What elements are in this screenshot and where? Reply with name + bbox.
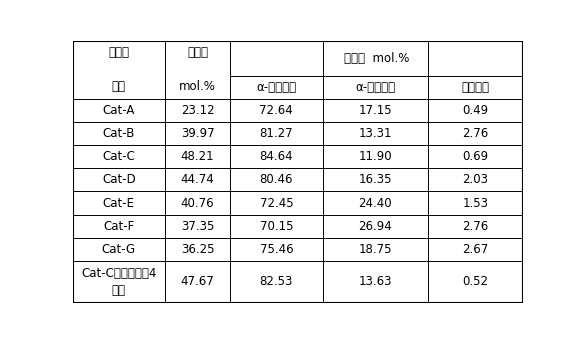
Text: Cat-D: Cat-D [102,173,135,186]
Text: 2.03: 2.03 [462,173,489,186]
Text: 0.52: 0.52 [462,275,489,288]
Text: 2.76: 2.76 [462,220,489,233]
Text: 过氧化物: 过氧化物 [462,81,490,94]
Text: 72.64: 72.64 [260,104,293,117]
Text: 24.40: 24.40 [358,197,392,209]
Text: 18.75: 18.75 [358,243,392,256]
Text: 转化率

mol.%: 转化率 mol.% [179,46,216,93]
Text: 82.53: 82.53 [260,275,293,288]
Text: 催化剂

代号: 催化剂 代号 [108,46,130,93]
Text: α-四氢萌酮: α-四氢萌酮 [256,81,296,94]
Text: 23.12: 23.12 [181,104,214,117]
Text: 37.35: 37.35 [181,220,214,233]
Text: Cat-F: Cat-F [103,220,134,233]
Text: Cat-B: Cat-B [103,127,135,140]
Text: 11.90: 11.90 [358,150,392,163]
Text: 选择性  mol.%: 选择性 mol.% [344,52,409,65]
Text: Cat-A: Cat-A [103,104,135,117]
Text: Cat-C: Cat-C [102,150,135,163]
Text: 39.97: 39.97 [181,127,214,140]
Text: 2.67: 2.67 [462,243,489,256]
Text: Cat-E: Cat-E [103,197,135,209]
Text: Cat-G: Cat-G [102,243,136,256]
Text: 1.53: 1.53 [462,197,489,209]
Text: 13.31: 13.31 [358,127,392,140]
Text: Cat-C（循环反应4
次）: Cat-C（循环反应4 次） [81,267,156,297]
Text: 2.76: 2.76 [462,127,489,140]
Text: α-四氢萌醇: α-四氢萌醇 [356,81,396,94]
Text: 40.76: 40.76 [181,197,214,209]
Text: 17.15: 17.15 [358,104,392,117]
Text: 84.64: 84.64 [260,150,293,163]
Text: 13.63: 13.63 [358,275,392,288]
Text: 16.35: 16.35 [358,173,392,186]
Text: 0.49: 0.49 [462,104,489,117]
Text: 36.25: 36.25 [181,243,214,256]
Text: 26.94: 26.94 [358,220,392,233]
Text: 81.27: 81.27 [260,127,293,140]
Text: 44.74: 44.74 [181,173,214,186]
Text: 48.21: 48.21 [181,150,214,163]
Text: 0.69: 0.69 [462,150,489,163]
Text: 75.46: 75.46 [260,243,293,256]
Text: 72.45: 72.45 [260,197,293,209]
Text: 70.15: 70.15 [260,220,293,233]
Text: 47.67: 47.67 [181,275,214,288]
Text: 80.46: 80.46 [260,173,293,186]
